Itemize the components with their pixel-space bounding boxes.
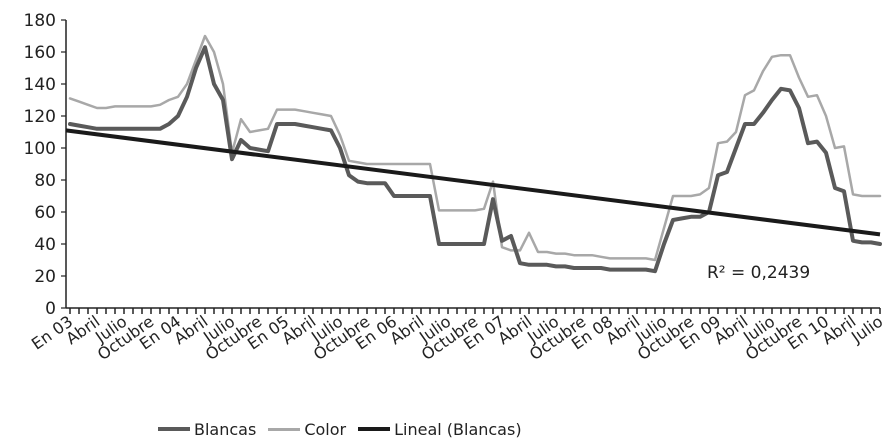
- y-tick-label: 140: [24, 75, 56, 95]
- trendline-lineal-blancas: [65, 128, 881, 237]
- y-tick-label: 180: [24, 11, 56, 31]
- series-layer: [65, 34, 882, 274]
- legend-swatch-lineal: [358, 427, 391, 431]
- y-tick-label: 100: [24, 139, 56, 159]
- y-tick-label: 80: [34, 171, 56, 191]
- legend-label-color: Color: [304, 419, 347, 439]
- legend-swatch-blancas: [158, 427, 190, 431]
- x-tick-label: Julio: [847, 312, 886, 347]
- legend-item-color: Color: [268, 420, 346, 439]
- y-axis: 0 20 40 60 80 100 120 140 160 180: [24, 11, 67, 319]
- series-line-blancas: [68, 45, 882, 274]
- r-squared-annotation: R² = 0,2439: [707, 263, 810, 283]
- y-tick-label: 120: [24, 107, 56, 127]
- y-tick-label: 20: [34, 267, 56, 287]
- legend-item-blancas: Blancas: [158, 420, 256, 439]
- y-tick-label: 0: [45, 299, 56, 319]
- series-line-color: [68, 34, 882, 262]
- y-tick-label: 60: [34, 203, 56, 223]
- y-tick-label: 40: [34, 235, 56, 255]
- legend-item-lineal: Lineal (Blancas): [358, 419, 522, 439]
- y-tick-label: 160: [24, 43, 56, 63]
- legend-label-lineal: Lineal (Blancas): [394, 419, 522, 439]
- chart-legend: Blancas Color Lineal (Blancas): [158, 419, 534, 439]
- legend-swatch-color: [268, 427, 301, 431]
- legend-label-blancas: Blancas: [194, 419, 257, 439]
- line-chart: 0 20 40 60 80 100 120 140 160 180 En 03AbrilJulio…: [24, 11, 887, 364]
